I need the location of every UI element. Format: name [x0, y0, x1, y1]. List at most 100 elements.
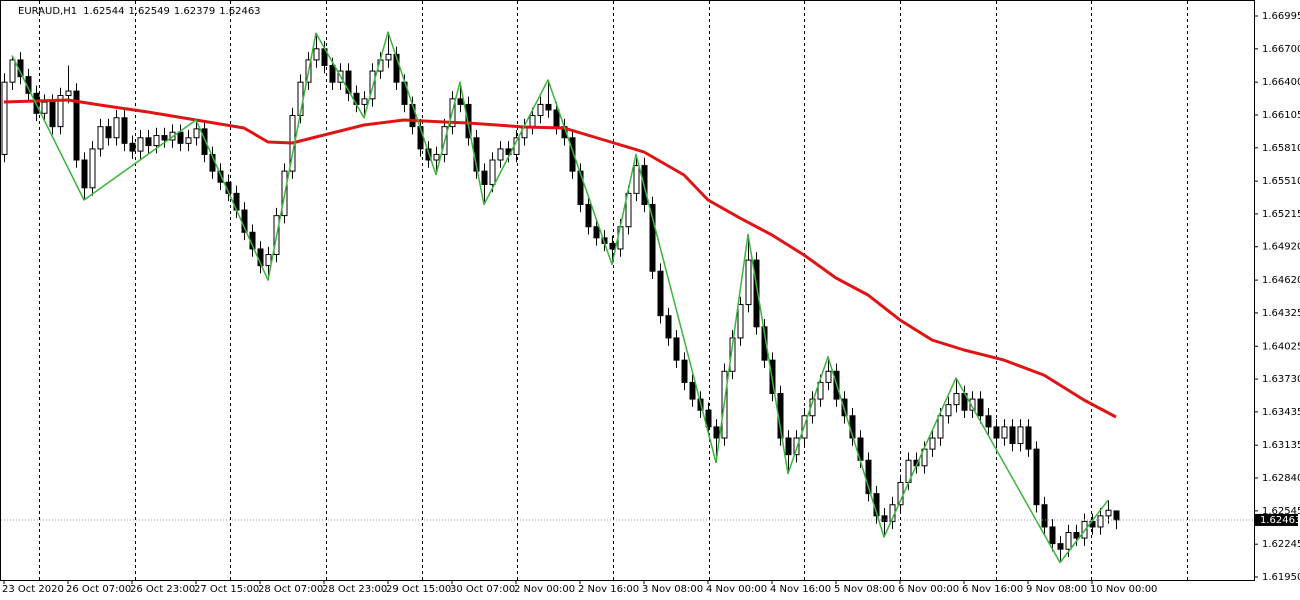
candle-body	[729, 337, 736, 372]
x-tick-label: 28 Oct 07:00	[258, 584, 323, 595]
y-tick-label: 1.62245	[1262, 539, 1300, 550]
candle-body	[681, 359, 688, 383]
candle-body	[577, 170, 584, 205]
y-tick-label: 1.66995	[1262, 11, 1300, 22]
candle-body	[481, 170, 488, 185]
y-tick-label: 1.62840	[1262, 473, 1300, 484]
candle-body	[489, 159, 496, 185]
x-tick-label: 4 Nov 00:00	[706, 584, 767, 595]
x-tick-label: 28 Oct 23:00	[322, 584, 387, 595]
candle-body	[793, 437, 800, 456]
candle-body	[9, 59, 16, 83]
ohlc-high: 1.62549	[128, 6, 169, 17]
y-tick-label: 1.64025	[1262, 341, 1300, 352]
candle-body	[81, 159, 88, 189]
candle-body	[553, 109, 560, 128]
candle-body	[361, 98, 368, 105]
symbol: EURAUD,H1	[18, 6, 77, 17]
y-tick-label: 1.66400	[1262, 77, 1300, 88]
candle-body	[761, 326, 768, 361]
x-tick-label: 9 Nov 08:00	[1026, 584, 1087, 595]
candle-body	[1017, 426, 1024, 445]
x-tick-label: 23 Oct 2020	[2, 584, 64, 595]
candle-body	[1073, 532, 1080, 539]
x-tick-label: 30 Oct 07:00	[450, 584, 515, 595]
candle-body	[825, 370, 832, 383]
candle-body	[545, 103, 552, 111]
candle-body	[785, 437, 792, 456]
candle-body	[201, 128, 208, 155]
candle-body	[753, 259, 760, 328]
candle-body	[689, 381, 696, 400]
candle-body	[313, 48, 320, 61]
candle-body	[705, 409, 712, 428]
candle-body	[953, 393, 960, 406]
x-tick-label: 26 Oct 23:00	[130, 584, 195, 595]
x-tick-label: 10 Nov 00:00	[1090, 584, 1157, 595]
candle-body	[49, 101, 56, 128]
y-tick-label: 1.61950	[1262, 572, 1300, 583]
ohlc-open: 1.62544	[83, 6, 124, 17]
y-tick-label: 1.64920	[1262, 242, 1300, 253]
candle-body	[433, 153, 440, 161]
price-box	[1254, 513, 1298, 526]
candle-body	[185, 137, 192, 144]
candle-body	[1049, 526, 1056, 545]
x-tick-label: 29 Oct 15:00	[386, 584, 451, 595]
candle-body	[105, 126, 112, 139]
candle-body	[161, 135, 168, 141]
candle-body	[609, 242, 616, 250]
candle-body	[497, 148, 504, 161]
candle-body	[465, 103, 472, 139]
candle-body	[633, 165, 640, 194]
y-tick-label: 1.65510	[1262, 176, 1300, 187]
candle-body	[713, 426, 720, 439]
y-tick-label: 1.64325	[1262, 308, 1300, 319]
candle-body	[817, 381, 824, 400]
candle-body	[969, 398, 976, 411]
candle-body	[1097, 515, 1104, 528]
candle-body	[529, 115, 536, 128]
candle-body	[113, 117, 120, 139]
candle-body	[1033, 448, 1040, 506]
y-tick-label: 1.65215	[1262, 209, 1300, 220]
indicator-line	[3, 98, 1117, 419]
candle-body	[385, 53, 392, 61]
candle-body	[945, 404, 952, 417]
candle-body	[1105, 509, 1112, 517]
y-tick-label: 1.66105	[1262, 110, 1300, 121]
candle-body	[73, 90, 80, 161]
candle-body	[129, 142, 136, 152]
candle-body	[329, 64, 336, 83]
candle-body	[177, 131, 184, 144]
y-tick-label: 1.66700	[1262, 44, 1300, 55]
candle-body	[657, 270, 664, 317]
candle-body	[1057, 543, 1064, 550]
candle-body	[57, 95, 64, 128]
candle-body	[345, 70, 352, 94]
chart-title: EURAUD,H1 1.62544 1.62549 1.62379 1.62463	[18, 6, 261, 17]
candle-body	[1009, 426, 1016, 445]
price-label: 1.62463	[1260, 515, 1300, 526]
candle-body	[665, 315, 672, 339]
candle-body	[217, 170, 224, 183]
x-tick-label: 6 Nov 00:00	[898, 584, 959, 595]
x-tick-label: 3 Nov 08:00	[642, 584, 703, 595]
candle-body	[745, 259, 752, 306]
x-tick-label: 2 Nov 16:00	[578, 584, 639, 595]
candle-body	[537, 103, 544, 117]
candle-body	[457, 98, 464, 105]
y-tick-label: 1.65810	[1262, 143, 1300, 154]
candle-body	[937, 415, 944, 439]
candle-body	[137, 137, 144, 152]
candle-body	[41, 101, 48, 114]
candle-body	[585, 203, 592, 228]
candle-body	[1001, 426, 1008, 439]
candle-body	[1025, 426, 1032, 450]
candle-body	[625, 192, 632, 228]
candle-body	[1113, 510, 1120, 521]
x-tick-label: 2 Nov 00:00	[514, 584, 575, 595]
plot-frame	[0, 0, 1255, 581]
